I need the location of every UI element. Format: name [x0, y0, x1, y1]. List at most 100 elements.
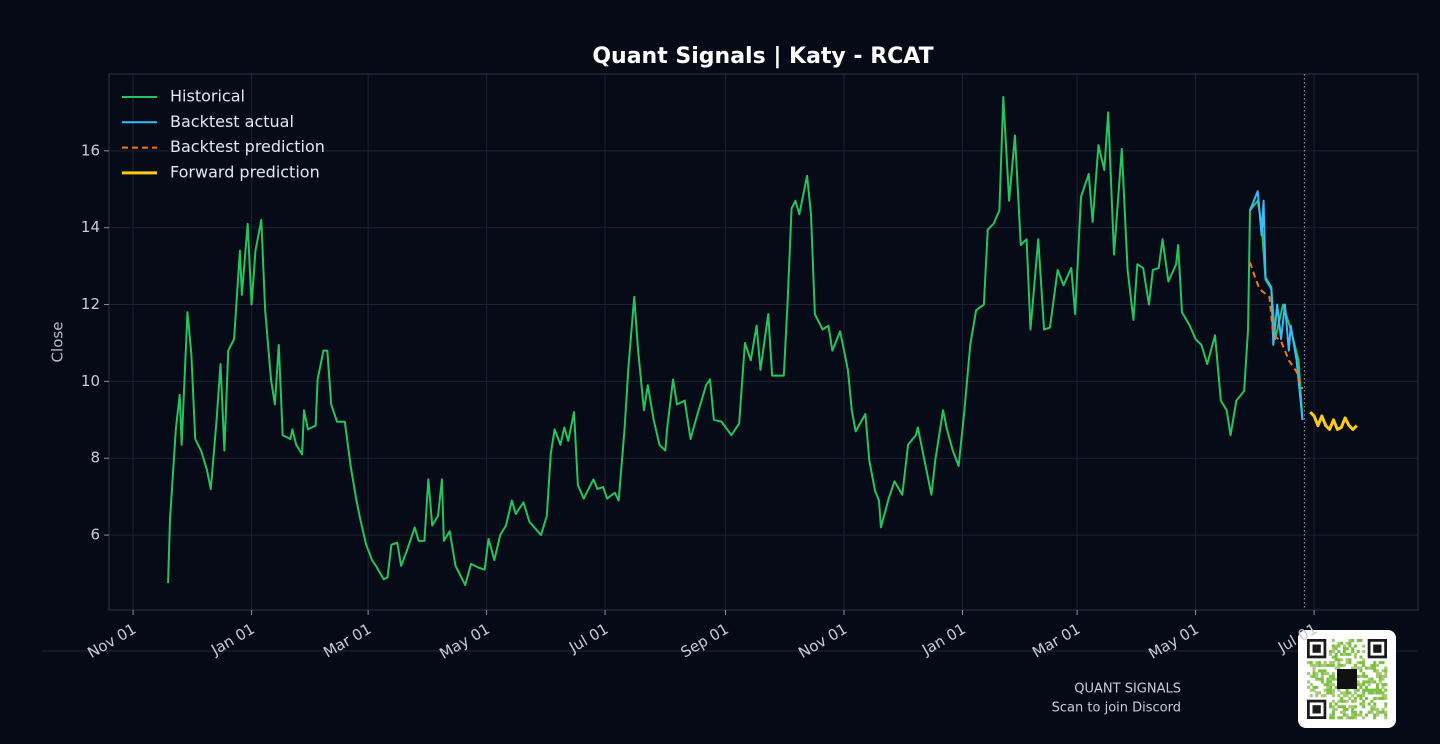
- qr-module: [1362, 691, 1366, 695]
- qr-module: [1340, 716, 1344, 720]
- qr-module: [1342, 644, 1346, 648]
- qr-module: [1337, 644, 1341, 648]
- qr-module: [1320, 694, 1324, 698]
- qr-module: [1384, 672, 1388, 676]
- qr-module: [1331, 647, 1335, 651]
- qr-module: [1373, 666, 1377, 670]
- qr-module: [1312, 685, 1316, 689]
- qr-module: [1326, 688, 1330, 692]
- qr-module: [1326, 691, 1330, 695]
- qr-module: [1312, 688, 1316, 692]
- qr-module: [1378, 691, 1382, 695]
- qr-module: [1378, 661, 1382, 665]
- qr-module: [1367, 702, 1371, 706]
- qr-module: [1307, 685, 1311, 689]
- qr-module: [1362, 694, 1366, 698]
- qr-module: [1329, 650, 1333, 654]
- y-tick-label: 10: [81, 372, 100, 390]
- x-tick-label: Jan 01: [918, 620, 969, 660]
- chart-title: Quant Signals | Katy - RCAT: [592, 44, 933, 69]
- qr-module: [1359, 669, 1363, 673]
- qr-module: [1309, 683, 1313, 687]
- qr-module: [1367, 683, 1371, 687]
- qr-module: [1367, 677, 1371, 681]
- qr-finder: [1312, 644, 1321, 653]
- qr-module: [1351, 650, 1355, 654]
- x-tick-label: Sep 01: [678, 620, 732, 662]
- qr-module: [1373, 688, 1377, 692]
- qr-module: [1334, 707, 1338, 712]
- qr-module: [1329, 685, 1333, 689]
- qr-module: [1373, 669, 1377, 673]
- qr-module: [1373, 713, 1377, 717]
- qr-module: [1364, 674, 1368, 678]
- qr-module: [1329, 691, 1333, 695]
- qr-module: [1345, 713, 1349, 717]
- x-tick-label: Nov 01: [84, 620, 139, 662]
- qr-module: [1320, 672, 1324, 676]
- qr-module: [1329, 674, 1333, 678]
- qr-module: [1320, 680, 1324, 684]
- qr-module: [1364, 696, 1368, 700]
- qr-module: [1362, 699, 1366, 703]
- qr-module: [1345, 661, 1349, 665]
- qr-module: [1384, 683, 1388, 687]
- qr-module: [1356, 688, 1360, 692]
- qr-module: [1345, 707, 1349, 712]
- qr-module: [1326, 672, 1330, 676]
- qr-module: [1318, 663, 1322, 667]
- qr-module: [1345, 716, 1349, 720]
- qr-module: [1334, 644, 1338, 648]
- qr-module: [1345, 652, 1349, 656]
- qr-module: [1367, 710, 1371, 714]
- qr-module: [1342, 694, 1346, 698]
- qr-module: [1364, 688, 1368, 692]
- qr-module: [1384, 716, 1388, 720]
- qr-module: [1353, 666, 1357, 670]
- qr-module: [1384, 674, 1388, 678]
- qr-module: [1353, 663, 1357, 667]
- series-line: [1249, 190, 1304, 420]
- qr-module: [1337, 658, 1341, 662]
- qr-module: [1373, 707, 1377, 712]
- qr-module: [1362, 683, 1366, 687]
- qr-module: [1340, 663, 1344, 667]
- qr-module: [1381, 710, 1385, 714]
- qr-module: [1334, 658, 1338, 662]
- qr-module: [1351, 666, 1355, 670]
- legend-label: Backtest prediction: [170, 137, 325, 156]
- qr-module: [1326, 680, 1330, 684]
- qr-module: [1375, 672, 1380, 676]
- qr-module: [1362, 705, 1366, 709]
- qr-module: [1309, 663, 1313, 667]
- qr-module: [1359, 661, 1363, 665]
- qr-module: [1342, 647, 1346, 651]
- qr-module: [1384, 710, 1388, 714]
- qr-module: [1356, 674, 1360, 678]
- qr-module: [1331, 694, 1335, 698]
- qr-module: [1370, 710, 1374, 714]
- qr-module: [1326, 677, 1330, 681]
- qr-module: [1331, 705, 1335, 709]
- qr-module: [1340, 705, 1344, 709]
- qr-module: [1362, 688, 1366, 692]
- qr-module: [1359, 702, 1363, 706]
- qr-module: [1373, 680, 1377, 684]
- qr-module: [1348, 644, 1352, 648]
- qr-module: [1373, 696, 1377, 700]
- qr-module: [1340, 658, 1344, 662]
- qr-module: [1378, 696, 1382, 700]
- qr-module: [1381, 694, 1385, 698]
- qr-module: [1370, 699, 1374, 703]
- qr-module: [1362, 663, 1366, 667]
- qr-module: [1367, 666, 1371, 670]
- qr-module: [1331, 716, 1335, 720]
- qr-module: [1351, 716, 1355, 720]
- qr-module: [1329, 688, 1333, 692]
- qr-module: [1362, 674, 1366, 678]
- qr-module: [1351, 707, 1355, 712]
- y-tick-label: 8: [90, 449, 100, 467]
- qr-module: [1370, 680, 1374, 684]
- qr-module: [1381, 685, 1385, 689]
- qr-module: [1348, 639, 1352, 643]
